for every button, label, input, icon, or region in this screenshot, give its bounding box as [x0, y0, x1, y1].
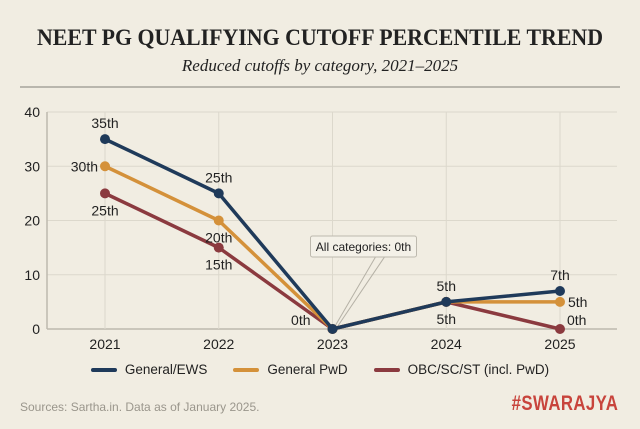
data-point	[555, 296, 565, 307]
data-label: 35th	[91, 115, 118, 131]
data-label: 20th	[205, 230, 232, 246]
data-point	[100, 161, 110, 172]
legend-item: OBC/SC/ST (incl. PwD)	[373, 362, 550, 377]
legend-swatch	[233, 367, 260, 372]
data-label: 0th	[567, 312, 586, 328]
line-chart: 0 10 20 30 40 2021 2022 2023 2024 2025 All categor…	[24, 104, 617, 352]
x-tick-label: 2022	[203, 336, 234, 352]
data-point	[327, 324, 338, 334]
chart-subtitle: Reduced cutoffs by category, 2021–2025	[181, 56, 458, 75]
y-tick-label: 30	[24, 158, 40, 174]
x-tick-label: 2025	[544, 336, 575, 352]
legend-item: General PwD	[233, 362, 348, 377]
data-point	[213, 242, 224, 253]
data-label: 7th	[550, 267, 569, 283]
data-point	[213, 215, 224, 226]
y-tick-label: 10	[24, 267, 40, 283]
data-point	[100, 188, 110, 199]
y-tick-label: 0	[32, 321, 40, 337]
x-tick-label: 2023	[317, 336, 348, 352]
data-point	[555, 324, 565, 334]
data-label: 5th	[437, 278, 456, 294]
x-tick-label: 2021	[89, 336, 120, 352]
data-label: 15th	[205, 257, 232, 273]
annotation-leader	[334, 256, 376, 328]
chart-title: NEET PG QUALIFYING CUTOFF PERCENTILE TRE…	[37, 25, 603, 50]
data-label: 5th	[437, 311, 456, 327]
annotation-box	[310, 235, 417, 258]
data-label: 0th	[291, 312, 310, 328]
legend: General/EWS General PwD OBC/SC/ST (incl. P…	[0, 362, 640, 377]
y-tick-label: 40	[24, 104, 40, 120]
header-divider	[20, 86, 620, 88]
legend-label: General/EWS	[124, 362, 208, 377]
data-label: 25th	[91, 202, 118, 218]
data-point	[213, 188, 224, 199]
data-point	[555, 286, 565, 297]
legend-label: General PwD	[267, 362, 348, 377]
legend-swatch	[90, 367, 117, 372]
annotation-text: All categories: 0th	[316, 240, 411, 254]
legend-label: OBC/SC/ST (incl. PwD)	[407, 362, 550, 377]
data-label: 30th	[71, 158, 98, 174]
data-label: 5th	[568, 294, 587, 310]
x-tick-label: 2024	[431, 336, 462, 352]
legend-swatch	[373, 367, 400, 372]
legend-item: General/EWS	[90, 362, 208, 377]
brand-logo: #SWARAJYA	[511, 392, 618, 415]
header: NEET PG QUALIFYING CUTOFF PERCENTILE TRE…	[37, 25, 603, 75]
data-point	[100, 134, 110, 145]
data-label: 25th	[205, 169, 232, 185]
data-point	[441, 296, 452, 307]
y-tick-label: 20	[24, 213, 40, 229]
annotation-leader	[336, 256, 385, 329]
source-note: Sources: Sartha.in. Data as of January 2…	[20, 400, 260, 414]
